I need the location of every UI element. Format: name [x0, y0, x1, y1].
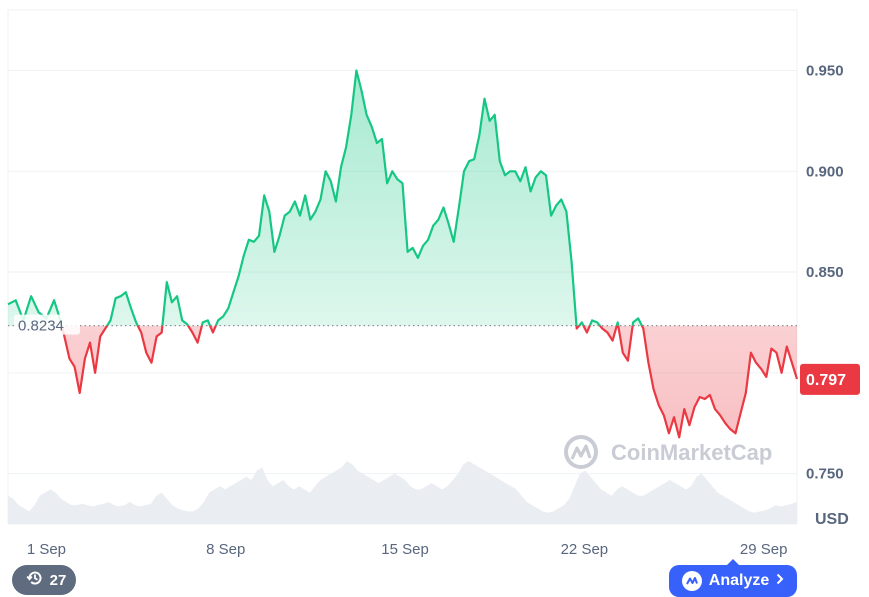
- coinmarketcap-watermark-icon: [564, 435, 598, 469]
- analyze-label: Analyze: [708, 572, 770, 589]
- x-tick-label: 8 Sep: [206, 541, 245, 558]
- x-tick-label: 1 Sep: [27, 541, 66, 558]
- y-axis-unit: USD: [815, 511, 849, 528]
- chevron-right-icon: [776, 572, 784, 590]
- history-button[interactable]: 27: [12, 565, 76, 595]
- y-tick-label: 0.750: [806, 466, 844, 483]
- history-clock-icon: [26, 569, 44, 591]
- area-fill-up: [8, 70, 642, 326]
- y-tick-label: 0.900: [806, 163, 844, 180]
- volume-shape: [8, 461, 797, 524]
- history-count: 27: [49, 571, 67, 589]
- coinmarketcap-logo-icon: [681, 571, 702, 591]
- open-price-label: 0.8234: [14, 314, 80, 335]
- current-price-badge: 0.797: [800, 363, 860, 395]
- area-below-open: [8, 325, 797, 438]
- y-axis: 0.950 0.900 0.850 0.750: [806, 62, 844, 482]
- open-price-value: 0.8234: [18, 318, 64, 335]
- current-price-value: 0.797: [806, 372, 846, 389]
- y-tick-label: 0.850: [806, 264, 844, 281]
- analyze-button[interactable]: Analyze: [669, 559, 797, 597]
- price-line-down: [60, 325, 799, 439]
- x-tick-label: 29 Sep: [740, 541, 788, 558]
- watermark-text: CoinMarketCap: [611, 440, 772, 465]
- series-line-up: [7, 69, 644, 326]
- volume-area: [8, 461, 797, 524]
- price-line-up: [7, 69, 644, 326]
- x-axis: 1 Sep 8 Sep 15 Sep 22 Sep 29 Sep: [27, 541, 788, 558]
- area-fill-down: [8, 325, 797, 438]
- y-tick-label: 0.950: [806, 62, 844, 79]
- current-price-badge-background: [800, 363, 860, 395]
- watermark: CoinMarketCap: [564, 435, 772, 469]
- x-tick-label: 15 Sep: [381, 541, 429, 558]
- series-line-down: [60, 325, 799, 439]
- x-tick-label: 22 Sep: [561, 541, 609, 558]
- open-price-label-background: [14, 314, 80, 335]
- area-above-open: [8, 70, 642, 326]
